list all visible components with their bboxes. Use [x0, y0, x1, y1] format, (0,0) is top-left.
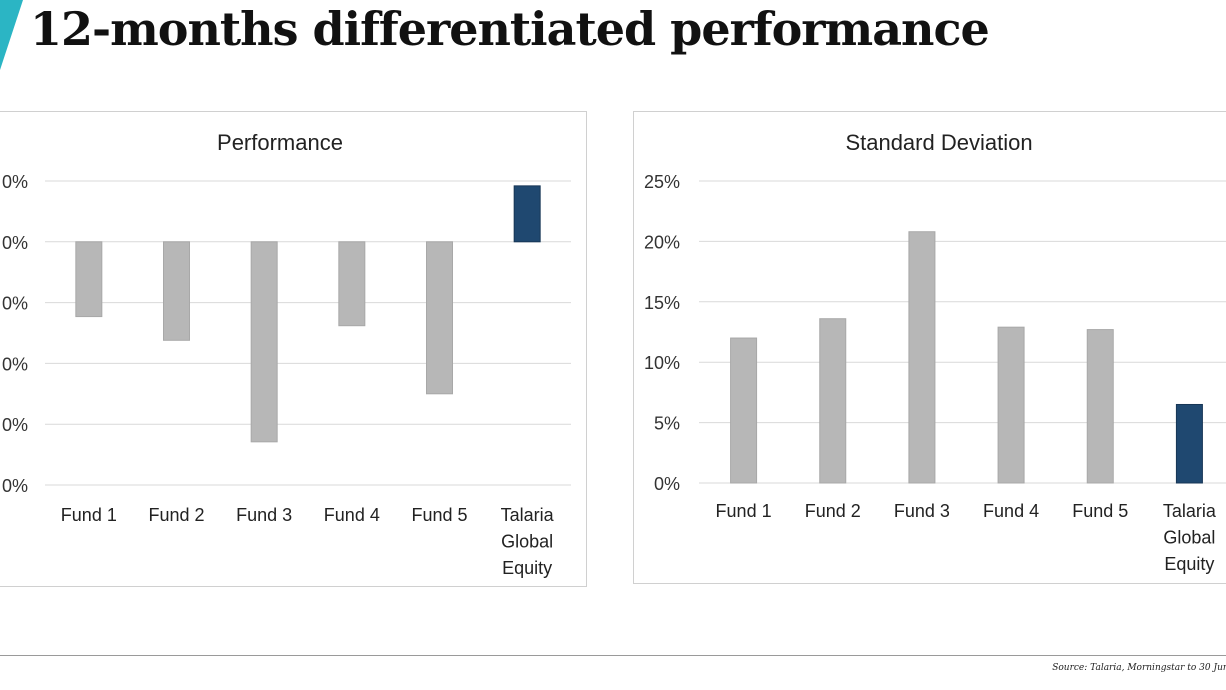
perf-x-tick-label: Fund 2 — [148, 505, 204, 525]
std-x-tick-label: Fund 4 — [983, 501, 1039, 521]
perf-y-tick-label: 0% — [2, 172, 28, 192]
perf-y-tick-label: 0% — [2, 233, 28, 253]
std-y-tick-label: 10% — [644, 353, 680, 373]
perf-x-tick-label: Talaria Global Equity — [501, 505, 555, 578]
perf-bar — [338, 241, 366, 327]
perf-x-tick-label: Fund 4 — [324, 505, 380, 525]
std-y-tick-label: 5% — [654, 414, 680, 434]
std-x-tick-label: Fund 3 — [894, 501, 950, 521]
performance-chart: Performance 0% 0% 0% 0% 0% 0% Fund 1 Fund 2 Fund … — [0, 111, 587, 587]
std-bar — [908, 231, 936, 484]
perf-y-tick-label: 0% — [2, 294, 28, 314]
std-title: Standard Deviation — [845, 130, 1032, 155]
perf-x-tick-label: Fund 5 — [411, 505, 467, 525]
std-bar — [1175, 403, 1203, 484]
perf-x-tick-label: Fund 3 — [236, 505, 292, 525]
accent-stripe-shape — [0, 0, 23, 70]
source-note: Source: Talaria, Morningstar to 30 June — [1052, 663, 1226, 673]
page-title: 12-months differentiated performance — [30, 2, 990, 56]
perf-bar — [163, 241, 190, 341]
std-x-tick-label: Fund 1 — [716, 501, 772, 521]
std-x-tick-label: Fund 2 — [805, 501, 861, 521]
std-x-tick-label: Fund 5 — [1072, 501, 1128, 521]
standard-deviation-chart-svg: Standard Deviation 25% 20% 15% 10% 5% 0% Fund 1… — [644, 130, 1226, 574]
accent-stripe — [0, 0, 23, 70]
std-x-tick-label: Talaria Global Equity — [1163, 501, 1217, 574]
std-y-tick-label: 25% — [644, 172, 680, 192]
footer-rule — [0, 655, 1226, 656]
perf-y-tick-label: 0% — [2, 415, 28, 435]
std-bar — [819, 318, 847, 484]
perf-title: Performance — [217, 130, 343, 155]
std-bar — [1086, 329, 1114, 484]
perf-bar — [513, 185, 541, 243]
std-y-tick-label: 15% — [644, 293, 680, 313]
performance-chart-svg: Performance 0% 0% 0% 0% 0% 0% Fund 1 Fund 2 Fund … — [2, 130, 571, 578]
perf-y-tick-label: 0% — [2, 476, 28, 496]
perf-bar — [75, 241, 103, 318]
std-y-tick-label: 0% — [654, 474, 680, 494]
perf-bar — [426, 241, 453, 395]
std-y-tick-label: 20% — [644, 232, 680, 252]
standard-deviation-chart: Standard Deviation 25% 20% 15% 10% 5% 0% Fund 1… — [633, 111, 1226, 584]
perf-y-tick-label: 0% — [2, 354, 28, 374]
std-bar — [730, 337, 758, 484]
std-bar — [997, 326, 1025, 484]
perf-bar — [250, 241, 278, 443]
perf-x-tick-label: Fund 1 — [61, 505, 117, 525]
